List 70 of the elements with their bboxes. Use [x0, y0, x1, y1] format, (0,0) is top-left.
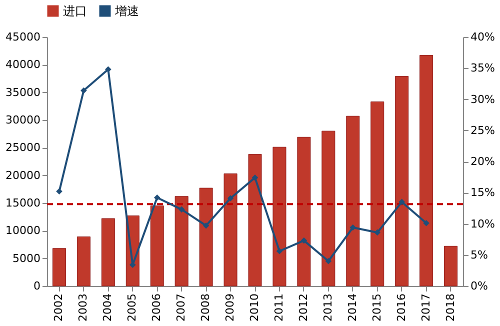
point [300, 237, 308, 244]
point [252, 174, 258, 181]
legend-label: 进口 [63, 4, 87, 18]
bar [101, 218, 115, 286]
bar [150, 206, 164, 286]
point [423, 220, 430, 226]
y2-tick-label: 10% [470, 217, 495, 230]
bar [346, 116, 360, 286]
point [105, 66, 112, 73]
x-tick-label: 2003 [76, 294, 90, 322]
x-tick-label: 2013 [321, 294, 334, 322]
x-tick-label: 2009 [224, 294, 237, 322]
point [178, 206, 185, 213]
x-tick-label: 2010 [248, 294, 261, 322]
point [398, 198, 405, 206]
x-tick-label: 2006 [150, 294, 164, 322]
x-tick-label: 2005 [126, 294, 139, 322]
y2-tick-label: 35% [470, 62, 495, 75]
x-tick-label: 2007 [174, 294, 188, 322]
point [227, 195, 234, 202]
bar [224, 173, 238, 286]
point [129, 262, 136, 268]
legend-label: 增速 [114, 4, 139, 18]
bar [199, 188, 213, 286]
bar [297, 136, 311, 286]
point [56, 188, 62, 195]
x-tick-label: 2008 [199, 294, 212, 322]
x-tick-label: 2002 [52, 294, 66, 322]
y-tick-label: 40000 [6, 58, 40, 72]
bar [420, 55, 434, 286]
y-tick-label: 0 [34, 280, 40, 292]
point [80, 87, 87, 94]
y-tick-label: 35000 [6, 86, 40, 99]
y2-tick-label: 40% [470, 30, 495, 44]
bar [248, 154, 262, 286]
bar [52, 248, 66, 286]
x-tick-label: 2016 [394, 294, 408, 322]
y2-tick-label: 30% [470, 92, 495, 106]
bar [370, 101, 384, 286]
y-tick-label: 10000 [6, 224, 40, 238]
point [154, 194, 160, 201]
point [350, 224, 356, 231]
y-tick-label: 15000 [6, 196, 40, 210]
x-tick-label: 2015 [370, 294, 384, 322]
x-tick-label: 2017 [419, 294, 432, 322]
bar [272, 146, 286, 286]
y2-tick-label: 15% [470, 186, 495, 200]
y-tick-label: 5000 [12, 252, 40, 265]
y-tick-label: 30000 [6, 114, 40, 126]
y2-tick-label: 25% [470, 124, 495, 137]
x-tick-label: 2012 [296, 294, 310, 322]
point [202, 222, 210, 229]
point [325, 258, 332, 264]
point [276, 248, 283, 254]
point [374, 229, 381, 236]
y2-tick-label: 5% [470, 248, 488, 262]
bar [174, 196, 188, 286]
y2-tick-label: 20% [470, 155, 495, 168]
y2-tick-label: 0% [470, 280, 488, 292]
bar [76, 236, 90, 286]
bar [444, 246, 458, 286]
y-tick-label: 20000 [6, 168, 40, 182]
bar [395, 76, 409, 286]
x-tick-label: 2011 [272, 294, 286, 322]
bar [322, 130, 336, 286]
y-tick-label: 45000 [6, 30, 40, 44]
x-tick-label: 2004 [101, 294, 114, 322]
x-tick-label: 2014 [346, 294, 359, 322]
y-tick-label: 25000 [6, 141, 40, 154]
x-tick-label: 2018 [444, 294, 457, 322]
